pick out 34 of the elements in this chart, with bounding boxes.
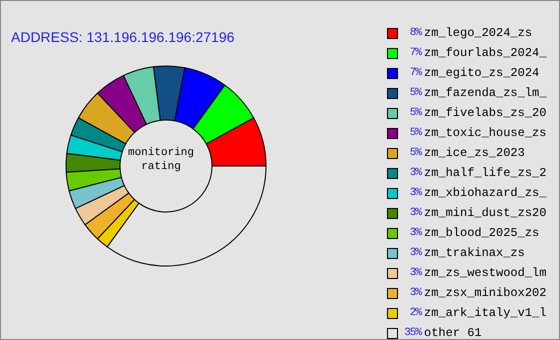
legend-label: zm_blood_2025_zs bbox=[424, 226, 540, 240]
data-label: 3% bbox=[408, 207, 421, 219]
legend-label: zm_fazenda_zs_lm_ bbox=[424, 86, 546, 100]
data-label: 3% bbox=[408, 287, 421, 299]
data-label: 3% bbox=[408, 247, 421, 259]
legend-label: zm_fourlabs_2024_ bbox=[424, 46, 546, 60]
legend-label: zm_egito_zs_2024 bbox=[424, 66, 540, 80]
text: ADDRESS: 131.196.196.196:27196 bbox=[11, 29, 234, 45]
legend-label: zm_lego_2024_zs bbox=[424, 26, 532, 40]
legend-label: zm_ice_zs_2023 bbox=[424, 146, 525, 160]
data-label: 3% bbox=[408, 227, 421, 239]
data-label: 5% bbox=[408, 147, 421, 159]
data-label: 8% bbox=[408, 27, 421, 39]
data-label: 7% bbox=[408, 67, 421, 79]
data-label: 5% bbox=[408, 107, 421, 119]
legend-label: zm_fivelabs_zs_20 bbox=[424, 106, 546, 120]
legend-label: zm_toxic_house_zs bbox=[424, 126, 546, 140]
legend-label: zm_xbiohazard_zs_ bbox=[424, 186, 546, 200]
data-label: 3% bbox=[408, 167, 421, 179]
data-label: 5% bbox=[408, 87, 421, 99]
data-label: 35% bbox=[403, 327, 421, 339]
data-label: 2% bbox=[408, 307, 421, 319]
legend-label: zm_zsx_minibox202 bbox=[424, 286, 546, 300]
data-label: 7% bbox=[408, 47, 421, 59]
legend-label: zm_mini_dust_zs20 bbox=[424, 206, 546, 220]
data-label: 5% bbox=[408, 127, 421, 139]
data-label: 3% bbox=[408, 267, 421, 279]
legend-label: zm_zs_westwood_lm bbox=[424, 266, 546, 280]
data-label: 3% bbox=[408, 187, 421, 199]
text: monitoring rating bbox=[126, 146, 195, 174]
legend-label: zm_half_life_zs_2 bbox=[424, 166, 546, 180]
legend-label: other 61 bbox=[424, 326, 482, 340]
legend-label: zm_ark_italy_v1_l bbox=[424, 306, 546, 320]
legend-label: zm_trakinax_zs bbox=[424, 246, 525, 260]
